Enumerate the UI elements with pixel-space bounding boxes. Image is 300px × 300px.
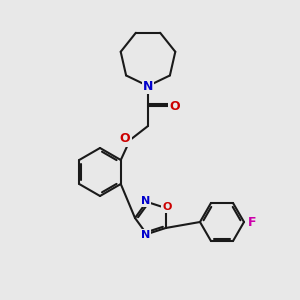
Text: N: N [141, 196, 150, 206]
Text: O: O [170, 100, 180, 112]
Text: N: N [143, 80, 153, 92]
Text: O: O [120, 133, 130, 146]
Text: F: F [248, 215, 256, 229]
Text: O: O [162, 202, 171, 212]
Text: N: N [141, 230, 150, 240]
